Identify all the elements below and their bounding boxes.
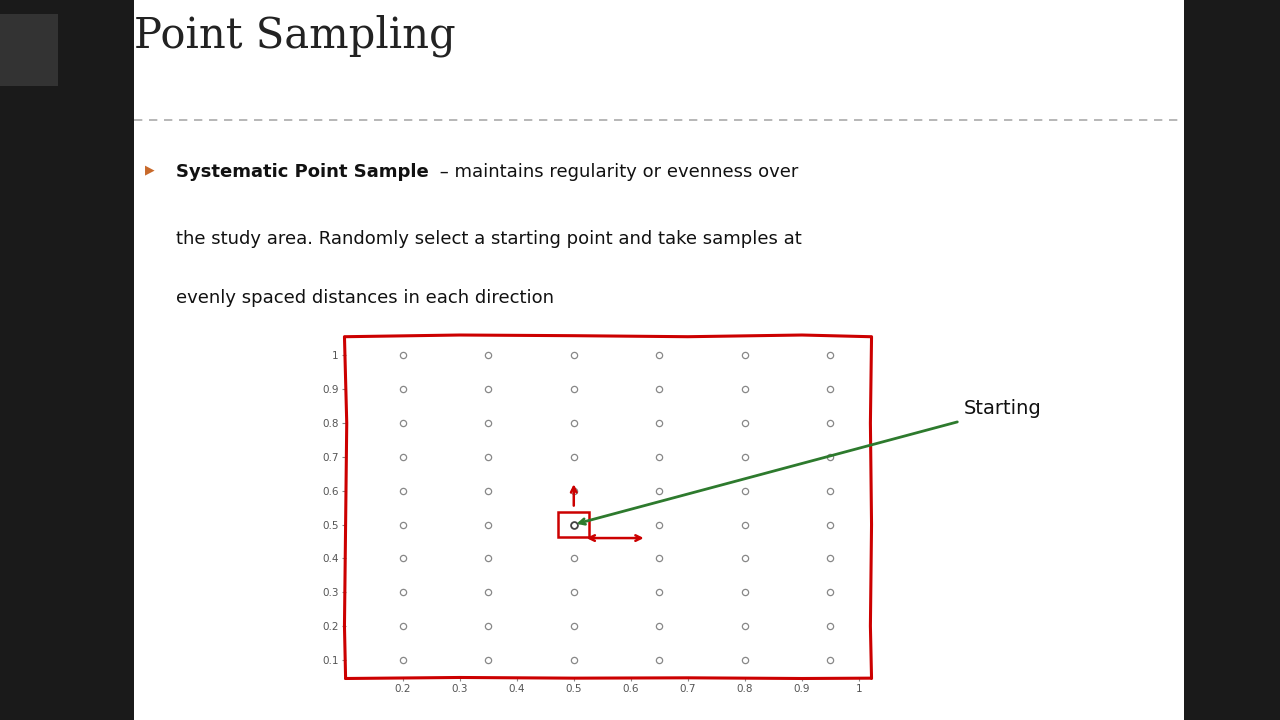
Text: Starting: Starting	[964, 399, 1042, 418]
Text: Point Sampling: Point Sampling	[134, 14, 456, 57]
Text: – maintains regularity or evenness over: – maintains regularity or evenness over	[434, 163, 797, 181]
Text: ▶: ▶	[145, 163, 155, 176]
Text: the study area. Randomly select a starting point and take samples at: the study area. Randomly select a starti…	[177, 230, 803, 248]
Text: Systematic Point Sample: Systematic Point Sample	[177, 163, 429, 181]
Bar	[558, 512, 590, 537]
Text: evenly spaced distances in each direction: evenly spaced distances in each directio…	[177, 289, 554, 307]
